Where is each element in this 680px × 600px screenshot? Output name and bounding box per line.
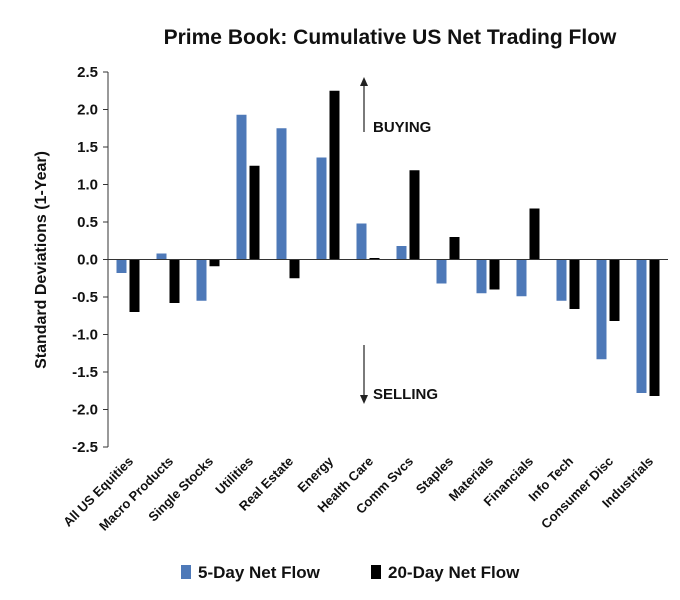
bar-5day-financials [516, 259, 527, 297]
y-axis-label: Standard Deviations (1-Year) [33, 151, 50, 369]
bars [116, 90, 660, 396]
y-axis: 2.5 2.0 1.5 1.0 0.5 0.0 -0.5 -1.0 -1.5 -2.0 -2.5 [72, 64, 109, 456]
bar-20day-macro-products [169, 259, 180, 303]
y-tick-label: 1.0 [77, 177, 98, 194]
bar-5day-staples [436, 259, 447, 284]
y-tick-label: 2.0 [77, 102, 98, 119]
bar-5day-all-us-equities [116, 259, 127, 273]
legend-swatch-5day [181, 565, 191, 579]
bar-20day-materials [489, 259, 500, 290]
bar-5day-real-estate [276, 128, 287, 260]
arrow-down-icon [360, 395, 368, 404]
x-tick-label: All US Equities [60, 454, 136, 530]
bar-5day-consumer-disc [596, 259, 607, 360]
bar-5day-materials [476, 259, 487, 294]
buying-annotation: BUYING [373, 119, 431, 136]
y-tick-label: 0.5 [77, 214, 98, 231]
x-tick-label: Consumer Disc [538, 454, 616, 532]
y-tick-label: 1.5 [77, 139, 98, 156]
y-tick-label: -2.5 [72, 439, 98, 456]
bar-5day-industrials [636, 259, 647, 393]
bar-5day-utilities [236, 114, 247, 260]
bar-5day-single-stocks [196, 259, 207, 301]
bar-5day-health-care [356, 223, 367, 260]
bar-20day-single-stocks [209, 259, 220, 267]
bar-20day-utilities [249, 165, 260, 260]
legend: 5-Day Net Flow 20-Day Net Flow [181, 563, 520, 582]
bar-20day-financials [529, 208, 540, 260]
legend-swatch-20day [371, 565, 381, 579]
bar-20day-info-tech [569, 259, 580, 309]
y-tick-label: 0.0 [77, 252, 98, 269]
bar-5day-energy [316, 157, 327, 260]
y-tick-label: -2.0 [72, 402, 98, 419]
bar-20day-industrials [649, 259, 660, 396]
bar-20day-energy [329, 90, 340, 260]
bar-5day-info-tech [556, 259, 567, 301]
y-tick-label: -1.5 [72, 364, 98, 381]
y-tick-label: -0.5 [72, 289, 98, 306]
annotations: BUYING SELLING [360, 77, 438, 404]
bar-20day-real-estate [289, 259, 300, 279]
bar-20day-comm-svcs [409, 170, 420, 260]
legend-label-20day: 20-Day Net Flow [388, 563, 520, 582]
bar-5day-macro-products [156, 253, 167, 260]
selling-annotation: SELLING [373, 386, 438, 403]
bar-20day-health-care [369, 258, 380, 260]
legend-label-5day: 5-Day Net Flow [198, 563, 321, 582]
bar-5day-comm-svcs [396, 246, 407, 260]
bar-20day-all-us-equities [129, 259, 140, 312]
y-tick-label: 2.5 [77, 64, 98, 81]
chart-title: Prime Book: Cumulative US Net Trading Fl… [164, 26, 617, 49]
arrow-up-icon [360, 77, 368, 86]
bar-20day-staples [449, 237, 460, 260]
y-tick-label: -1.0 [72, 327, 98, 344]
bar-20day-consumer-disc [609, 259, 620, 321]
